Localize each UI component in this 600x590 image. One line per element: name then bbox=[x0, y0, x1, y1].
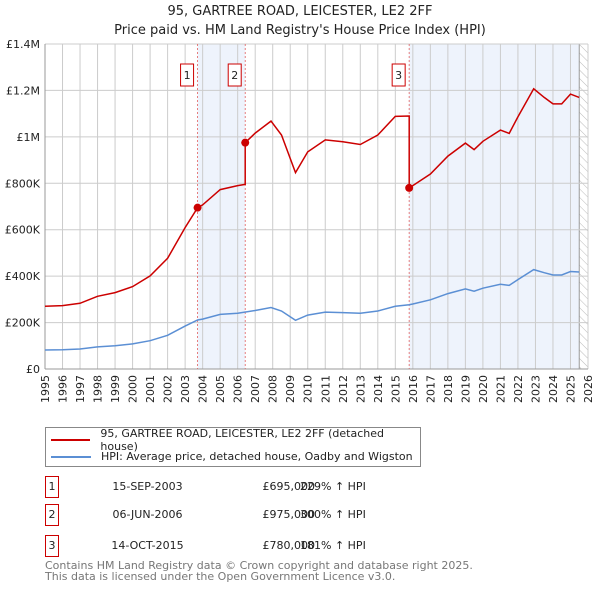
y-tick-label: £600K bbox=[5, 224, 41, 237]
legend-swatch-blue bbox=[51, 455, 91, 458]
x-tick-label: 2012 bbox=[337, 375, 350, 403]
x-tick-label: 1999 bbox=[109, 375, 122, 403]
x-tick-label: 2022 bbox=[512, 375, 525, 403]
y-tick-label: £0 bbox=[26, 363, 40, 376]
y-tick-label: £1.2M bbox=[6, 84, 40, 97]
sale-row: 2 06-JUN-2006 £975,000 300% ↑ HPI bbox=[45, 504, 366, 526]
sale-point bbox=[193, 203, 202, 212]
sale-label: 2 bbox=[231, 69, 238, 82]
x-tick-label: 2011 bbox=[319, 375, 332, 403]
y-tick-label: £1.4M bbox=[6, 38, 40, 51]
chart: 1995 1996 1997 1998 1999 2000 2001 2002 2003 2004… bbox=[5, 38, 595, 403]
y-tick-label: £400K bbox=[5, 270, 41, 283]
x-tick-label: 2008 bbox=[267, 375, 280, 403]
sale-hpi: 181% ↑ HPI bbox=[300, 539, 366, 552]
x-tick-label: 2004 bbox=[197, 375, 210, 403]
x-tick-label: 1998 bbox=[92, 375, 105, 403]
x-tick-label: 2002 bbox=[162, 375, 175, 403]
sale-row: 3 14-OCT-2015 £780,000 181% ↑ HPI bbox=[45, 535, 366, 557]
x-tick-label: 2025 bbox=[564, 375, 577, 403]
shaded-region bbox=[409, 44, 580, 369]
sale-marker: 1 bbox=[45, 476, 59, 498]
sale-hpi: 300% ↑ HPI bbox=[300, 508, 366, 521]
x-tick-label: 2016 bbox=[407, 375, 420, 403]
x-tick-label: 2003 bbox=[179, 375, 192, 403]
sale-point bbox=[405, 183, 414, 192]
x-tick-label: 2010 bbox=[302, 375, 315, 403]
y-tick-label: £800K bbox=[5, 177, 41, 190]
sale-price: £695,000 bbox=[262, 480, 316, 493]
footer: Contains HM Land Registry data © Crown c… bbox=[45, 560, 473, 582]
legend-item-property: 95, GARTREE ROAD, LEICESTER, LE2 2FF (de… bbox=[46, 427, 420, 453]
sale-date: 14-OCT-2015 bbox=[111, 539, 184, 552]
sale-label-box bbox=[391, 63, 406, 87]
hatched-region bbox=[579, 44, 588, 369]
x-tick-label: 2007 bbox=[249, 375, 262, 403]
x-tick-label: 2026 bbox=[582, 375, 595, 403]
sale-label: 3 bbox=[395, 69, 402, 82]
sale-price: £780,000 bbox=[262, 539, 316, 552]
y-tick-label: £200K bbox=[5, 317, 41, 330]
footer-line: Contains HM Land Registry data © Crown c… bbox=[45, 559, 473, 572]
sale-point bbox=[241, 138, 250, 147]
x-tick-label: 2024 bbox=[547, 375, 560, 403]
footer-line: This data is licensed under the Open Gov… bbox=[45, 570, 396, 583]
series-line bbox=[44, 268, 580, 351]
legend-item-hpi: HPI: Average price, detached house, Oadb… bbox=[46, 448, 420, 465]
x-tick-label: 2023 bbox=[529, 375, 542, 403]
sale-hpi: 229% ↑ HPI bbox=[300, 480, 366, 493]
sale-label: 1 bbox=[184, 69, 191, 82]
x-tick-label: 1995 bbox=[39, 375, 52, 403]
x-tick-label: 2019 bbox=[459, 375, 472, 403]
sale-price: £975,000 bbox=[262, 508, 316, 521]
x-tick-label: 2015 bbox=[389, 375, 402, 403]
sale-date: 06-JUN-2006 bbox=[112, 508, 183, 521]
series-line bbox=[44, 87, 580, 308]
legend-label: 95, GARTREE ROAD, LEICESTER, LE2 2FF (de… bbox=[100, 426, 384, 453]
sale-marker: 2 bbox=[45, 504, 59, 526]
y-tick-label: £1M bbox=[17, 131, 41, 144]
legend-swatch-red bbox=[51, 438, 91, 441]
x-tick-label: 2001 bbox=[144, 375, 157, 403]
x-tick-label: 2000 bbox=[127, 375, 140, 403]
x-tick-label: 2014 bbox=[372, 375, 385, 403]
x-tick-label: 2013 bbox=[354, 375, 367, 403]
x-tick-label: 1997 bbox=[74, 375, 87, 403]
subtitle: Price paid vs. HM Land Registry's House … bbox=[114, 23, 486, 38]
x-tick-label: 2018 bbox=[442, 375, 455, 403]
x-tick-label: 2005 bbox=[214, 375, 227, 403]
legend: 95, GARTREE ROAD, LEICESTER, LE2 2FF (de… bbox=[45, 427, 421, 467]
sale-marker: 3 bbox=[45, 535, 59, 557]
title: 95, GARTREE ROAD, LEICESTER, LE2 2FF bbox=[167, 4, 433, 19]
legend-label: HPI: Average price, detached house, Oadb… bbox=[101, 450, 413, 463]
sale-label-box bbox=[227, 63, 242, 87]
x-tick-label: 2020 bbox=[477, 375, 490, 403]
x-tick-label: 2006 bbox=[232, 375, 245, 403]
x-tick-label: 2009 bbox=[284, 375, 297, 403]
sale-date: 15-SEP-2003 bbox=[112, 480, 183, 493]
sale-row: 1 15-SEP-2003 £695,000 229% ↑ HPI bbox=[45, 476, 366, 498]
x-tick-label: 2017 bbox=[424, 375, 437, 403]
sale-label-box bbox=[180, 63, 195, 87]
x-tick-label: 2021 bbox=[494, 375, 507, 403]
chart-title: 95, GARTREE ROAD, LEICESTER, LE2 2FF Pri… bbox=[0, 2, 600, 40]
x-tick-label: 1996 bbox=[57, 375, 70, 403]
